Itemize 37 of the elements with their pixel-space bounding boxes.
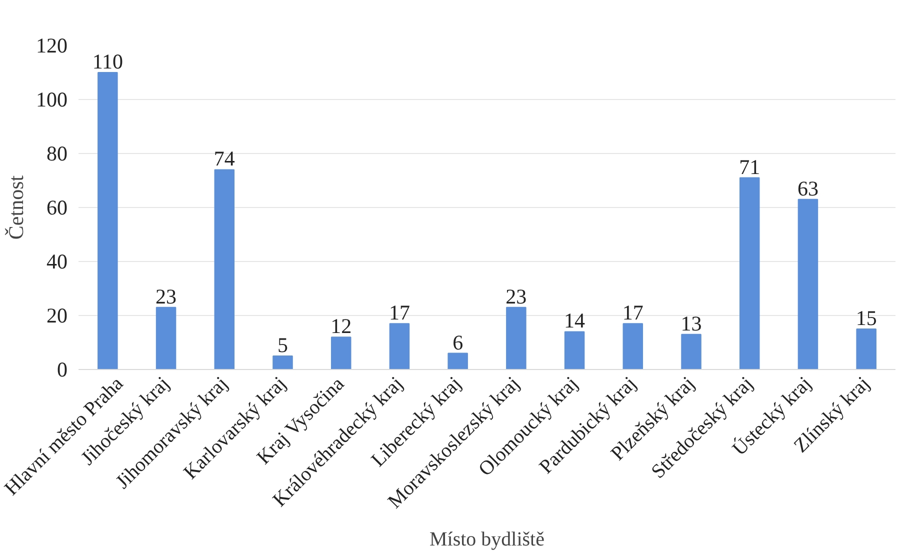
bar xyxy=(681,334,702,370)
data-label: 15 xyxy=(856,306,877,330)
bar xyxy=(622,323,644,370)
bar xyxy=(330,336,352,370)
bar xyxy=(448,352,468,370)
data-label: 74 xyxy=(214,146,236,171)
y-tick-label: 40 xyxy=(46,250,68,274)
bar xyxy=(506,306,526,370)
data-label: 23 xyxy=(156,284,177,308)
data-label: 110 xyxy=(92,50,124,74)
bar xyxy=(798,198,818,370)
bar xyxy=(156,306,176,370)
y-tick-label: 120 xyxy=(36,34,68,58)
bar xyxy=(564,331,585,370)
data-label: 63 xyxy=(797,176,818,200)
data-label: 6 xyxy=(452,330,464,354)
data-label: 5 xyxy=(278,333,288,357)
data-label: 71 xyxy=(739,154,760,179)
data-label: 17 xyxy=(622,300,644,325)
x-axis-title: Místo bydliště xyxy=(429,528,545,551)
data-label: 23 xyxy=(506,284,527,308)
y-axis-title: Četnost xyxy=(4,175,28,240)
y-tick-label: 20 xyxy=(46,304,68,328)
y-tick-label: 100 xyxy=(36,88,68,112)
bar xyxy=(739,177,760,370)
y-tick-label: 0 xyxy=(57,358,68,382)
bar xyxy=(214,169,235,370)
data-label: 13 xyxy=(680,311,702,336)
y-tick-label: 80 xyxy=(46,142,68,166)
bar xyxy=(98,72,118,370)
y-tick-label: 60 xyxy=(46,196,68,220)
bar xyxy=(272,356,293,370)
data-label: 14 xyxy=(564,308,586,333)
data-label: 12 xyxy=(330,314,352,338)
bar xyxy=(856,328,876,370)
bar xyxy=(389,323,410,370)
data-label: 17 xyxy=(388,300,410,325)
